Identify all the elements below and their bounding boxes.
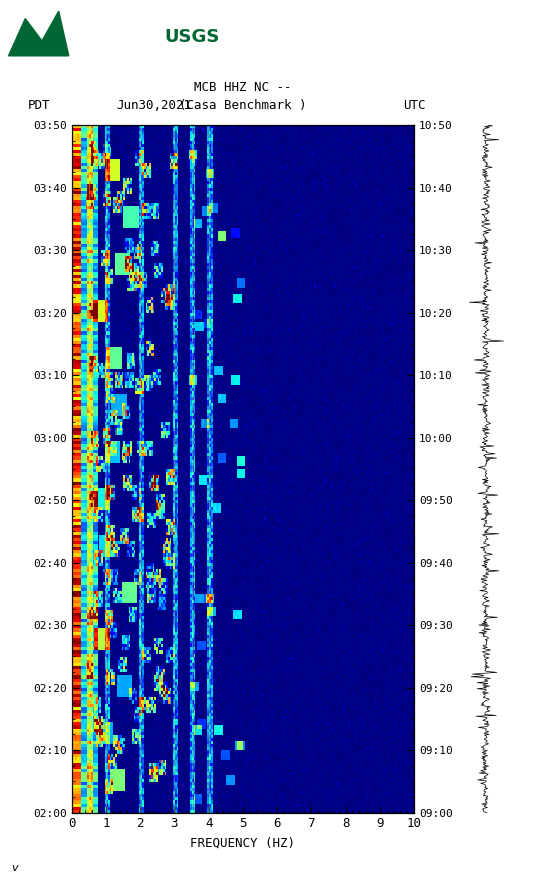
Polygon shape bbox=[8, 12, 69, 55]
Text: Jun30,2021: Jun30,2021 bbox=[116, 98, 191, 112]
Text: PDT: PDT bbox=[28, 98, 50, 112]
Text: (Casa Benchmark ): (Casa Benchmark ) bbox=[179, 98, 306, 112]
Text: USGS: USGS bbox=[165, 29, 220, 46]
Text: UTC: UTC bbox=[403, 98, 426, 112]
Text: $\mathit{v}$: $\mathit{v}$ bbox=[11, 863, 20, 872]
X-axis label: FREQUENCY (HZ): FREQUENCY (HZ) bbox=[190, 836, 295, 849]
Text: MCB HHZ NC --: MCB HHZ NC -- bbox=[194, 80, 291, 94]
